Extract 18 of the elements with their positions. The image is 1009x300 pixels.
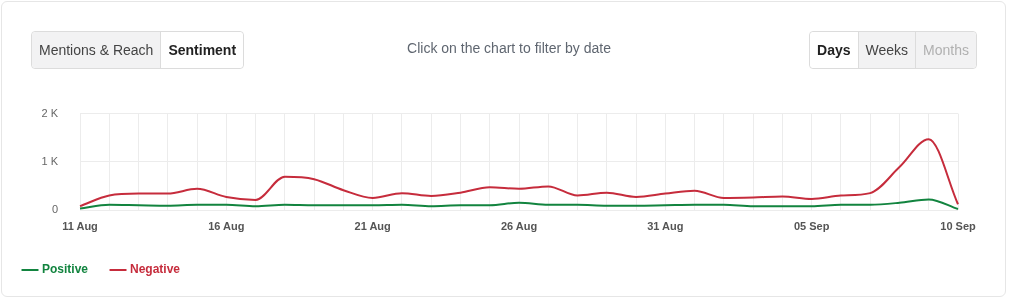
x-tick-label: 26 Aug bbox=[500, 219, 538, 232]
x-tick-label: 05 Sep bbox=[793, 219, 830, 232]
text: Mentions & Reach bbox=[32, 32, 161, 68]
x-tick-label: 16 Aug bbox=[208, 219, 245, 232]
legend-label: Positive bbox=[42, 262, 89, 277]
chart-subtitle: Click on the chart to filter by date bbox=[406, 40, 612, 56]
text: Sentiment bbox=[160, 32, 244, 68]
x-tick-label: 21 Aug bbox=[354, 219, 391, 232]
text: Days bbox=[810, 32, 858, 68]
text: Months bbox=[915, 32, 976, 68]
legend-label: Negative bbox=[130, 262, 181, 277]
y-tick-label: 0 bbox=[51, 203, 58, 216]
y-tick-label: 2 K bbox=[41, 106, 59, 119]
x-tick-label: 31 Aug bbox=[647, 219, 684, 232]
x-tick-label: 10 Sep bbox=[940, 219, 977, 232]
x-tick-label: 11 Aug bbox=[62, 219, 98, 232]
y-tick-label: 1 K bbox=[41, 154, 59, 167]
text: Weeks bbox=[857, 32, 916, 68]
